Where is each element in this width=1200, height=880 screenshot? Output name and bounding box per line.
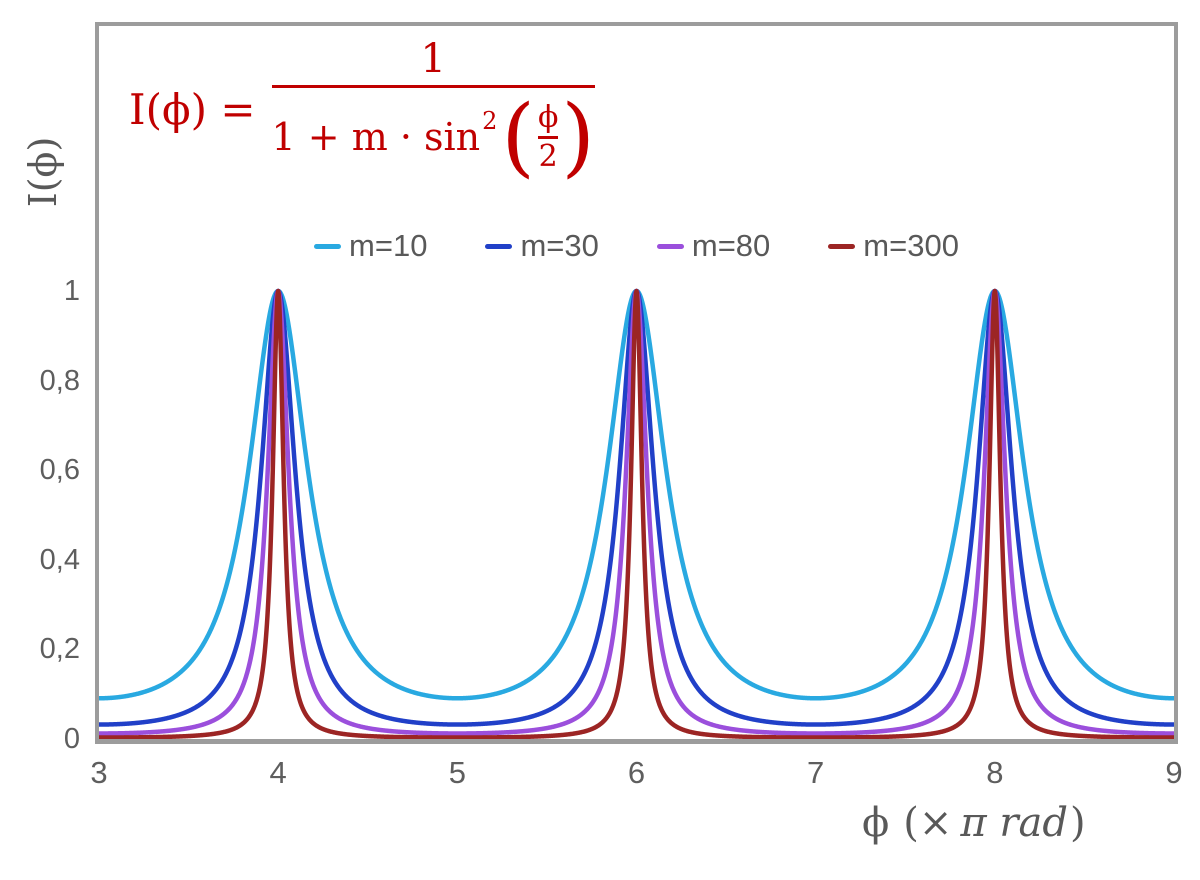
formula-fraction-bar bbox=[271, 85, 595, 88]
legend-swatch bbox=[314, 243, 342, 249]
formula-inner-numerator: ϕ bbox=[537, 99, 559, 135]
formula-open-paren: ( bbox=[501, 87, 535, 187]
y-tick-label: 0,2 bbox=[39, 633, 80, 666]
formula-inner-denominator: 2 bbox=[538, 138, 558, 174]
x-axis-title-unit-italic: π rad bbox=[960, 800, 1068, 846]
legend-swatch bbox=[485, 243, 513, 249]
legend-swatch bbox=[828, 243, 856, 249]
legend-item-m-80[interactable]: m=80 bbox=[656, 228, 771, 264]
y-axis-title: I(ϕ) bbox=[21, 136, 65, 208]
x-tick-label: 9 bbox=[1165, 755, 1183, 790]
y-tick-label: 0,8 bbox=[39, 364, 80, 397]
legend-label: m=30 bbox=[520, 228, 599, 263]
formula-lhs: I(ϕ) = bbox=[129, 84, 256, 134]
curve-m-80 bbox=[99, 288, 1174, 736]
x-tick-label: 5 bbox=[448, 755, 466, 790]
curves-svg bbox=[99, 288, 1174, 739]
formula-inner-fraction-bar bbox=[537, 135, 559, 139]
curve-m-30 bbox=[99, 288, 1174, 727]
x-axis-title-unit-close: ) bbox=[1069, 800, 1086, 846]
legend: m=10 m=30 m=80 m=300 bbox=[99, 228, 1174, 264]
legend-label: m=300 bbox=[863, 228, 959, 263]
legend-item-m-10[interactable]: m=10 bbox=[314, 228, 427, 264]
y-tick-label: 0,4 bbox=[39, 543, 80, 576]
formula-denominator-text: 1 + m · sin bbox=[271, 115, 481, 159]
legend-label: m=10 bbox=[349, 228, 428, 263]
legend-item-m-30[interactable]: m=30 bbox=[485, 228, 599, 264]
formula-numerator: 1 bbox=[420, 36, 446, 82]
legend-item-m-300[interactable]: m=300 bbox=[828, 228, 959, 264]
formula-annotation: I(ϕ) = 1 1 + m · sin 2 ( ϕ 2 ) bbox=[129, 38, 595, 180]
y-tick-label: 0,6 bbox=[39, 454, 80, 487]
x-tick-label: 3 bbox=[90, 755, 108, 790]
x-tick-label: 7 bbox=[807, 755, 825, 790]
x-axis-title-symbol: ϕ bbox=[862, 800, 890, 846]
legend-swatch bbox=[656, 243, 684, 249]
curve-m-300 bbox=[99, 288, 1174, 739]
plot-area: I(ϕ) = 1 1 + m · sin 2 ( ϕ 2 ) m=10 m=30 m=… bbox=[95, 22, 1178, 744]
x-axis-title: ϕ (× π rad) bbox=[862, 800, 1086, 846]
y-tick-label: 1 bbox=[63, 275, 80, 307]
formula-close-paren: ) bbox=[561, 87, 595, 187]
x-tick-label: 6 bbox=[627, 755, 646, 790]
formula-denominator: 1 + m · sin 2 ( ϕ 2 ) bbox=[272, 88, 595, 180]
formula-inner-fraction: ϕ 2 bbox=[537, 99, 559, 174]
y-tick-label: 0 bbox=[63, 723, 80, 755]
legend-label: m=80 bbox=[691, 228, 771, 263]
x-tick-label: 4 bbox=[269, 755, 287, 790]
formula-exponent: 2 bbox=[482, 107, 498, 135]
x-tick-label: 8 bbox=[986, 755, 1004, 790]
x-axis-title-unit-open: (× bbox=[903, 800, 953, 846]
formula-fraction: 1 1 + m · sin 2 ( ϕ 2 ) bbox=[271, 36, 595, 180]
